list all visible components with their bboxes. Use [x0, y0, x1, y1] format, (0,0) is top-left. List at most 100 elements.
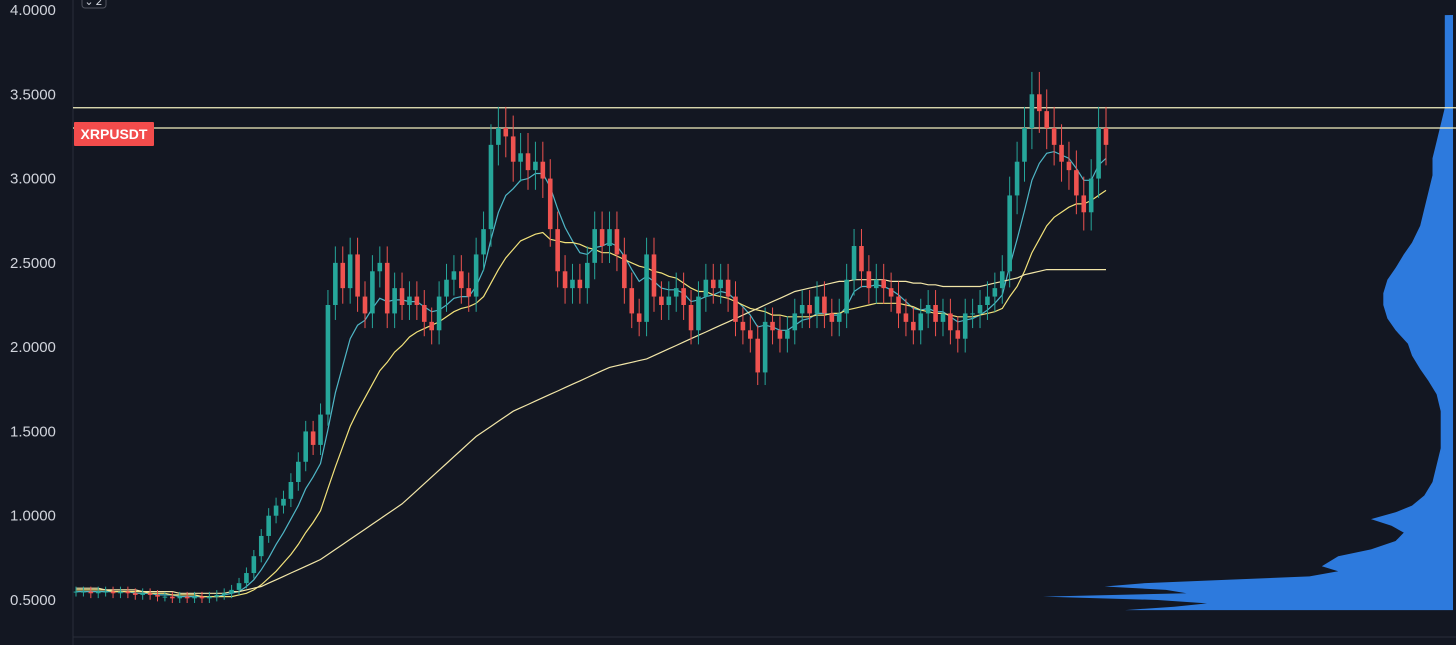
symbol-label: XRPUSDT	[81, 126, 148, 142]
y-tick-label: 3.5000	[10, 86, 56, 103]
candle-body	[829, 313, 835, 322]
candle-body	[73, 591, 79, 593]
candle-body	[985, 296, 990, 305]
symbol-tag: XRPUSDT	[74, 122, 154, 146]
candle-body	[659, 296, 664, 305]
candle-body	[481, 229, 486, 255]
candle-body	[214, 594, 220, 597]
candle-body	[303, 431, 309, 462]
moving-average-line	[76, 150, 1107, 598]
y-tick-label: 1.0000	[10, 508, 56, 525]
candle-body	[236, 583, 242, 590]
candle-body	[792, 313, 798, 331]
candle-body	[1022, 128, 1027, 162]
candle-body	[110, 591, 116, 594]
candle-body	[770, 321, 775, 331]
candle-body	[1096, 128, 1101, 179]
candle-body	[733, 296, 738, 322]
candle-body	[777, 330, 783, 339]
candle-body	[822, 296, 827, 314]
candle-body	[918, 313, 924, 331]
y-tick-label: 4.0000	[10, 2, 56, 19]
candle-body	[318, 414, 323, 445]
candle-body	[1059, 144, 1064, 162]
chevron-down-icon: ⌄	[84, 0, 93, 8]
candle-body	[614, 229, 620, 255]
candle-body	[673, 288, 679, 297]
candle-body	[466, 288, 472, 297]
indicator-count: 2	[96, 0, 103, 8]
candle-body	[977, 305, 983, 314]
candle-body	[703, 279, 709, 297]
candle-body	[1051, 128, 1057, 145]
candle-body	[229, 589, 234, 594]
candle-body	[1044, 111, 1050, 128]
candle-body	[881, 279, 886, 289]
candle-body	[125, 591, 131, 594]
candle-body	[896, 296, 901, 314]
y-tick-label: 3.0000	[10, 171, 56, 188]
candle-body	[444, 279, 449, 297]
candle-body	[622, 254, 627, 289]
candle-body	[748, 330, 753, 339]
candle-body	[799, 305, 805, 314]
candle-body	[281, 498, 286, 506]
candle-body	[473, 254, 479, 297]
candle-body	[1037, 94, 1042, 112]
moving-averages	[76, 150, 1107, 598]
candle-body	[636, 313, 642, 322]
candle-body	[273, 505, 279, 516]
candle-body	[710, 279, 716, 289]
candle-body	[948, 313, 953, 331]
candle-body	[496, 128, 501, 145]
candle-body	[533, 161, 538, 171]
indicator-collapse-button[interactable]: ⌄ 2	[81, 0, 107, 9]
candle-body	[962, 313, 968, 339]
candle-body	[207, 596, 212, 599]
candle-body	[562, 271, 568, 289]
candle-body	[199, 596, 205, 599]
symbol-tag-background	[74, 122, 154, 146]
candle-body	[347, 254, 353, 289]
candle-body	[147, 593, 153, 595]
candle-body	[392, 288, 397, 314]
candle-body	[725, 279, 731, 297]
candle-body	[836, 313, 842, 322]
candle-body	[755, 338, 761, 373]
candle-body	[177, 596, 183, 599]
candle-body	[88, 591, 94, 594]
candle-body	[436, 296, 442, 331]
candle-body	[599, 229, 605, 246]
candle-body	[333, 262, 338, 305]
candle-body	[740, 321, 746, 331]
candle-body	[1088, 178, 1094, 213]
candle-body	[503, 128, 509, 137]
candle-body	[785, 330, 790, 339]
candle-body	[184, 596, 190, 599]
candle-body	[162, 596, 168, 598]
candle-body	[718, 279, 723, 289]
candle-body	[132, 593, 138, 595]
y-tick-label: 2.5000	[10, 255, 56, 272]
candle-body	[762, 321, 768, 373]
candle-body	[547, 178, 553, 230]
candle-body	[1007, 195, 1012, 272]
candle-body	[95, 591, 101, 594]
candle-body	[118, 591, 123, 594]
candle-body	[362, 296, 368, 314]
candle-body	[288, 482, 294, 499]
candle-body	[81, 591, 86, 593]
horizontal-levels[interactable]	[73, 107, 1456, 129]
candle-body	[903, 313, 909, 322]
candle-body	[681, 288, 686, 305]
candle-body	[911, 321, 916, 331]
candle-body	[592, 229, 598, 263]
volume-profile-area	[1043, 15, 1453, 611]
candle-body	[192, 596, 197, 599]
candle-body	[607, 229, 612, 246]
candle-body	[1103, 128, 1109, 145]
candle-body	[584, 262, 590, 289]
candle-body	[518, 153, 523, 162]
